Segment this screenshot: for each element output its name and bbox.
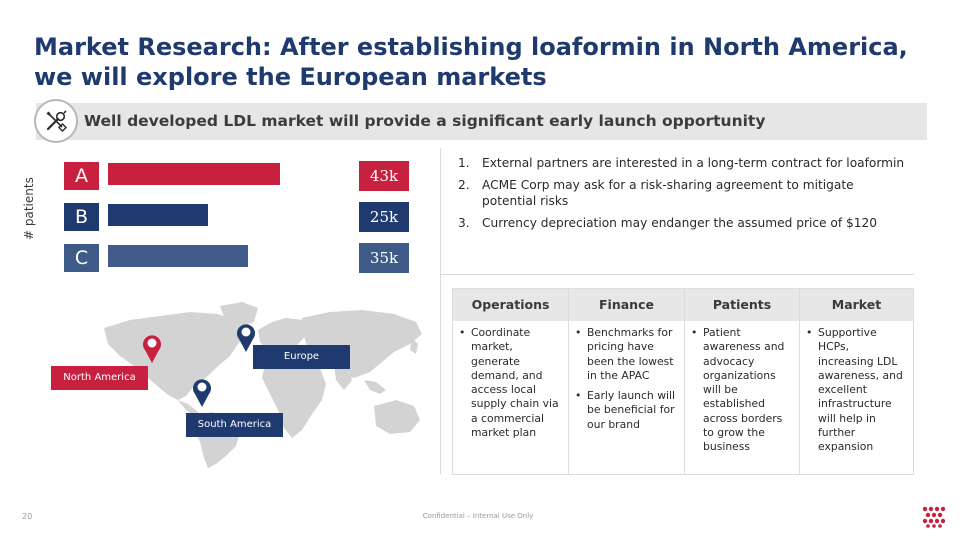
southeast-asia-shape <box>364 380 386 394</box>
value-label: 35k <box>359 243 409 273</box>
bar <box>108 245 248 267</box>
bullet-text: Early launch will be beneficial for our … <box>587 389 676 431</box>
bar <box>108 163 280 185</box>
wrench-screwdriver-icon <box>34 99 78 143</box>
greenland-shape <box>220 302 258 328</box>
value-label: 43k <box>359 161 409 191</box>
list-text: External partners are interested in a lo… <box>482 156 905 170</box>
bullet-item: • Patient awareness and advocacy organiza… <box>691 326 785 454</box>
column-header: Patients <box>685 289 799 321</box>
australia-shape <box>374 400 420 434</box>
list-text: ACME Corp may ask for a risk-sharing agr… <box>482 178 854 208</box>
vertical-divider <box>440 148 441 474</box>
list-number: 3. <box>458 216 470 230</box>
bullet-text: Supportive HCPs, increasing LDL awarenes… <box>818 326 903 454</box>
category-letter: C <box>64 244 99 272</box>
europe-pin-icon <box>237 324 255 352</box>
bullet-item: • Early launch will be beneficial for our… <box>575 389 676 431</box>
north-america-label: North America <box>51 366 148 390</box>
category-letter: B <box>64 203 99 231</box>
list-number: 1. <box>458 156 470 170</box>
grid-column-market: Market • Supportive HCPs, increasing LDL … <box>799 289 913 474</box>
confidentiality-note: Confidential – Internal Use Only <box>422 512 534 520</box>
list-number: 2. <box>458 178 470 192</box>
horizontal-divider <box>440 274 914 275</box>
banner-text: Well developed LDL market will provide a… <box>84 112 766 130</box>
numbered-list: 1. External partners are interested in a… <box>458 155 908 237</box>
grid-column-finance: Finance • Benchmarks for pricing have bee… <box>568 289 684 474</box>
bullet-text: Coordinate market, generate demand, and … <box>471 326 559 440</box>
bar <box>108 204 208 226</box>
europe-shape <box>258 318 310 352</box>
india-shape <box>334 364 352 390</box>
world-map <box>104 302 422 468</box>
south-america-pin-icon <box>193 379 211 407</box>
north-america-shape <box>104 312 248 400</box>
column-header: Operations <box>453 289 568 321</box>
banner <box>36 103 927 140</box>
africa-shape <box>262 356 326 438</box>
list-item: 2. ACME Corp may ask for a risk-sharing … <box>458 177 908 209</box>
list-item: 3. Currency depreciation may endanger th… <box>458 215 908 231</box>
bullet-text: Benchmarks for pricing have been the low… <box>587 326 674 382</box>
grid-column-patients: Patients • Patient awareness and advocacy… <box>684 289 799 474</box>
y-axis-label: # patients <box>22 177 36 240</box>
japan-shape <box>410 338 418 354</box>
category-letter: A <box>64 162 99 190</box>
page-number: 20 <box>22 512 33 521</box>
dots-logo-icon <box>922 506 946 528</box>
column-header: Market <box>800 289 913 321</box>
grid-column-operations: Operations • Coordinate market, generate … <box>453 289 568 474</box>
list-text: Currency depreciation may endanger the a… <box>482 216 878 230</box>
bullet-item: • Coordinate market, generate demand, and… <box>459 326 559 440</box>
europe-label: Europe <box>253 345 350 369</box>
bullet-item: • Supportive HCPs, increasing LDL awarene… <box>806 326 903 454</box>
list-item: 1. External partners are interested in a… <box>458 155 908 171</box>
category-grid: Operations • Coordinate market, generate … <box>452 288 914 475</box>
value-label: 25k <box>359 202 409 232</box>
north-america-pin-icon <box>143 335 161 363</box>
bullet-item: • Benchmarks for pricing have been the lo… <box>575 326 674 382</box>
page-title: Market Research: After establishing loaf… <box>34 33 908 91</box>
south-america-label: South America <box>186 413 283 437</box>
column-header: Finance <box>569 289 684 321</box>
bullet-text: Patient awareness and advocacy organizat… <box>703 326 785 454</box>
